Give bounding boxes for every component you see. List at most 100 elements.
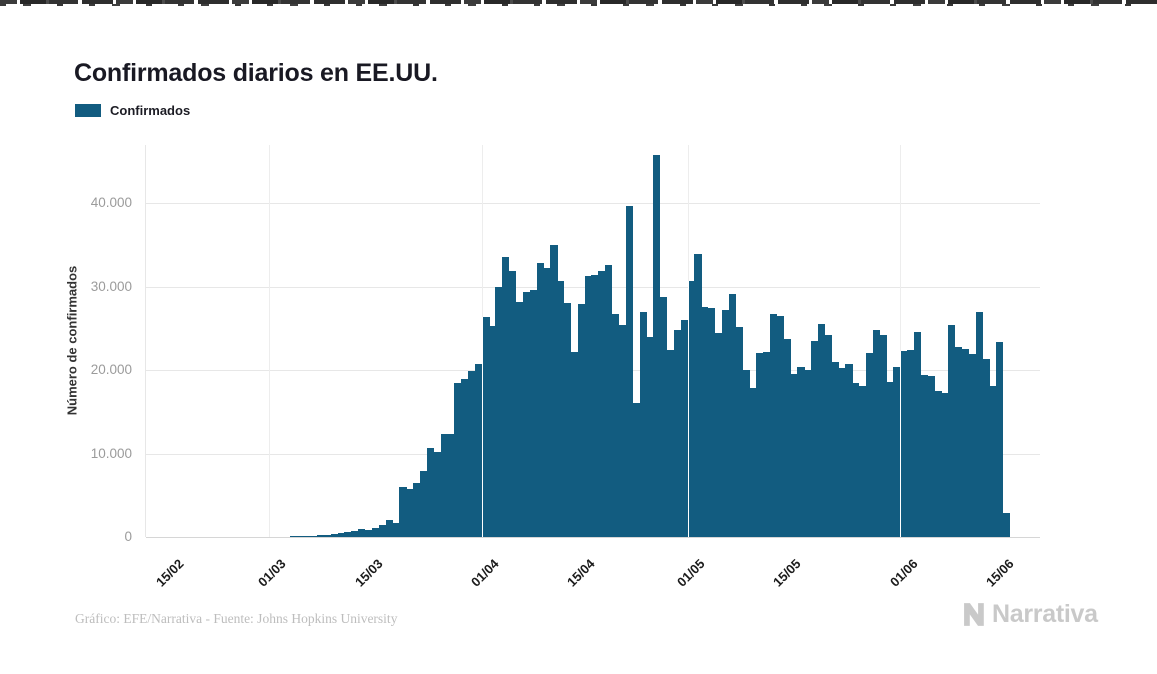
bar[interactable] [303,535,311,537]
bar[interactable] [289,536,297,537]
bar[interactable] [543,268,551,537]
bar[interactable] [639,312,647,537]
bar[interactable] [522,291,531,537]
bar[interactable] [920,375,928,537]
bar[interactable] [831,362,839,537]
bar[interactable] [529,289,537,537]
bar[interactable] [371,527,380,537]
bar[interactable] [680,319,688,537]
bar[interactable] [817,324,826,537]
bar[interactable] [605,264,613,537]
bar[interactable] [323,534,332,537]
bar[interactable] [955,347,963,537]
bar[interactable] [763,351,771,537]
bar[interactable] [612,314,620,537]
bar[interactable] [467,370,476,537]
bar[interactable] [474,364,483,537]
bar[interactable] [982,359,990,537]
bar[interactable] [632,403,640,537]
bar[interactable] [694,253,702,537]
bar[interactable] [742,370,750,537]
bar[interactable] [666,349,675,537]
bar[interactable] [598,270,606,537]
bar[interactable] [516,301,524,537]
bar[interactable] [975,311,983,537]
bar[interactable] [337,532,345,537]
bar[interactable] [900,350,909,537]
bar[interactable] [646,337,654,537]
bar[interactable] [865,353,874,537]
bar[interactable] [735,326,743,537]
bar[interactable] [564,303,572,537]
bar[interactable] [557,281,565,537]
bar[interactable] [653,154,661,537]
bar[interactable] [433,451,441,537]
bar[interactable] [687,280,696,537]
bar[interactable] [797,366,805,537]
bar[interactable] [968,354,977,537]
bar[interactable] [721,309,730,537]
bar[interactable] [941,393,949,537]
bar[interactable] [948,324,956,537]
bar[interactable] [804,370,812,537]
bar[interactable] [660,297,668,537]
bar[interactable] [481,317,490,537]
bar[interactable] [701,307,709,537]
bar[interactable] [577,304,585,537]
bar[interactable] [419,471,428,537]
bar[interactable] [989,385,997,537]
bar[interactable] [927,375,935,537]
bar[interactable] [358,529,366,537]
bar[interactable] [550,244,558,537]
bar[interactable] [769,314,778,537]
bar[interactable] [783,339,791,537]
bar[interactable] [845,364,853,537]
bar[interactable] [824,334,832,537]
bar[interactable] [893,366,901,537]
bar[interactable] [584,276,592,537]
bar[interactable] [344,531,352,537]
bar[interactable] [385,520,393,537]
bar[interactable] [509,270,517,537]
bar[interactable] [886,381,894,537]
bar[interactable] [714,333,723,537]
bar[interactable] [296,536,304,537]
bar[interactable] [1003,513,1011,537]
bar[interactable] [351,530,359,537]
bar[interactable] [454,383,462,537]
bar[interactable] [488,325,496,537]
bar[interactable] [392,522,400,537]
bar[interactable] [728,294,736,537]
bar[interactable] [317,535,325,537]
bar[interactable] [852,383,860,537]
bar[interactable] [907,349,915,537]
bar[interactable] [708,308,716,537]
bar[interactable] [756,353,764,537]
bar[interactable] [879,334,887,537]
bar[interactable] [618,324,627,537]
bar[interactable] [790,374,798,537]
bar[interactable] [536,263,544,537]
bar[interactable] [838,368,846,537]
bar[interactable] [591,274,599,537]
bar[interactable] [461,379,469,537]
bar[interactable] [310,535,318,537]
bar[interactable] [406,489,414,537]
bar[interactable] [440,434,448,537]
bar[interactable] [502,257,510,537]
bar[interactable] [859,385,867,537]
bar[interactable] [378,525,386,537]
bar[interactable] [447,434,455,537]
bar[interactable] [749,388,757,537]
bar[interactable] [913,332,922,537]
bar[interactable] [495,287,503,537]
bar[interactable] [365,529,373,537]
bar[interactable] [570,352,579,537]
bar[interactable] [776,315,784,537]
bar[interactable] [961,349,970,537]
bar[interactable] [934,390,942,537]
bar[interactable] [426,448,434,537]
bar[interactable] [673,329,681,537]
legend[interactable]: Confirmados [75,103,190,118]
bar[interactable] [872,329,880,537]
